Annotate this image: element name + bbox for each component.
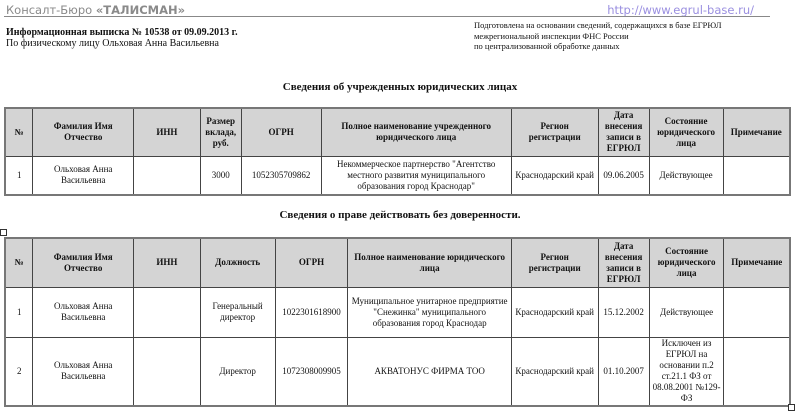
- column-header: Примечание: [723, 237, 791, 288]
- column-header: Состояние юридического лица: [648, 107, 724, 157]
- column-header: ИНН: [133, 107, 201, 157]
- table-cell: 1: [4, 155, 34, 196]
- column-header: Состояние юридического лица: [648, 237, 725, 288]
- column-header: №: [4, 107, 34, 157]
- table-row: 2 Ольховая Анна Васильевна Директор 1072308…: [4, 336, 791, 407]
- table-cell: Генеральный директор: [199, 286, 276, 338]
- table-cell: 01.10.2007: [597, 336, 650, 407]
- table-cell: АКВАТОНУС ФИРМА ТОО: [347, 336, 512, 407]
- table-header-row: № Фамилия Имя Отчество ИНН Размер вклада, р…: [4, 107, 791, 157]
- column-header: Регион регистрации: [510, 237, 599, 288]
- table-cell: [133, 336, 201, 407]
- column-header: Дата внесения записи в ЕГРЮЛ: [597, 237, 650, 288]
- table-cell: 2: [4, 336, 34, 407]
- table-move-handle[interactable]: [0, 229, 7, 236]
- table-cell: Действующее: [648, 286, 725, 338]
- table-cell: [723, 286, 791, 338]
- source-line: по централизованной обработке данных: [474, 41, 620, 51]
- brand-name: «ТАЛИСМАН»: [95, 3, 186, 17]
- brand-logo: Консалт-Бюро «ТАЛИСМАН»: [6, 3, 185, 17]
- table-cell: Краснодарский край: [510, 155, 599, 196]
- column-header: Дата внесения записи в ЕГРЮЛ: [597, 107, 650, 157]
- table-row: 1 Ольховая Анна Васильевна Генеральный дир…: [4, 286, 791, 338]
- column-header: Фамилия Имя Отчество: [32, 237, 135, 288]
- table-resize-handle[interactable]: [788, 404, 795, 411]
- table2-title: Сведения о праве действовать без доверен…: [279, 209, 521, 221]
- table-cell: Некоммерческое партнерство "Агентство ме…: [320, 155, 512, 196]
- table-row: 1 Ольховая Анна Васильевна 3000 10523057098…: [4, 155, 791, 196]
- founded-entities-table: № Фамилия Имя Отчество ИНН Размер вклада, р…: [4, 107, 791, 196]
- table-cell: 1052305709862: [240, 155, 322, 196]
- table-cell: [723, 336, 791, 407]
- authority-table: № Фамилия Имя Отчество ИНН Должность ОГРН Пол…: [4, 237, 791, 407]
- table-cell: Ольховая Анна Васильевна: [32, 286, 135, 338]
- column-header: ИНН: [133, 237, 201, 288]
- table-cell: Действующее: [648, 155, 724, 196]
- table-cell: 1: [4, 286, 34, 338]
- table-cell: Муниципальное унитарное предприятие "Сне…: [347, 286, 512, 338]
- table-cell: [722, 155, 791, 196]
- column-header: Регион регистрации: [510, 107, 599, 157]
- table-cell: 3000: [199, 155, 242, 196]
- table-header-row: № Фамилия Имя Отчество ИНН Должность ОГРН Пол…: [4, 237, 791, 288]
- brand-prefix: Консалт-Бюро: [6, 3, 93, 17]
- column-header: Примечание: [722, 107, 791, 157]
- table-cell: Краснодарский край: [510, 336, 599, 407]
- column-header: ОГРН: [274, 237, 349, 288]
- doc-title: Информационная выписка № 10538 от 09.09.…: [6, 27, 238, 38]
- column-header: Полное наименование юридического лица: [347, 237, 512, 288]
- table-cell: 1072308009905: [274, 336, 349, 407]
- table-cell: Краснодарский край: [510, 286, 599, 338]
- table-cell: [133, 155, 201, 196]
- table-cell: Директор: [199, 336, 276, 407]
- column-header: Размер вклада, руб.: [199, 107, 242, 157]
- doc-subject: По физическому лицу Ольховая Анна Василь…: [6, 38, 219, 49]
- table-cell: 09.06.2005: [597, 155, 650, 196]
- table-cell: Ольховая Анна Васильевна: [32, 336, 135, 407]
- table-cell: Исключен из ЕГРЮЛ на основании п.2 ст.21…: [648, 336, 725, 407]
- source-note: Подготовлена на основании сведений, соде…: [474, 20, 722, 52]
- table-cell: 15.12.2002: [597, 286, 650, 338]
- column-header: Фамилия Имя Отчество: [32, 107, 135, 157]
- table1-title: Сведения об учрежденных юридических лица…: [282, 81, 518, 93]
- table-cell: 1022301618900: [274, 286, 349, 338]
- source-line: межрегиональной инспекции ФНС России: [474, 30, 629, 41]
- table-cell: [133, 286, 201, 338]
- header-divider: [4, 16, 770, 17]
- source-line: Подготовлена на основании сведений, соде…: [474, 20, 722, 30]
- column-header: Полное наименование учрежденного юридиче…: [320, 107, 512, 157]
- table-cell: Ольховая Анна Васильевна: [32, 155, 135, 196]
- column-header: Должность: [199, 237, 276, 288]
- column-header: ОГРН: [240, 107, 322, 157]
- site-link[interactable]: http://www.egrul-base.ru/: [607, 3, 754, 17]
- column-header: №: [4, 237, 34, 288]
